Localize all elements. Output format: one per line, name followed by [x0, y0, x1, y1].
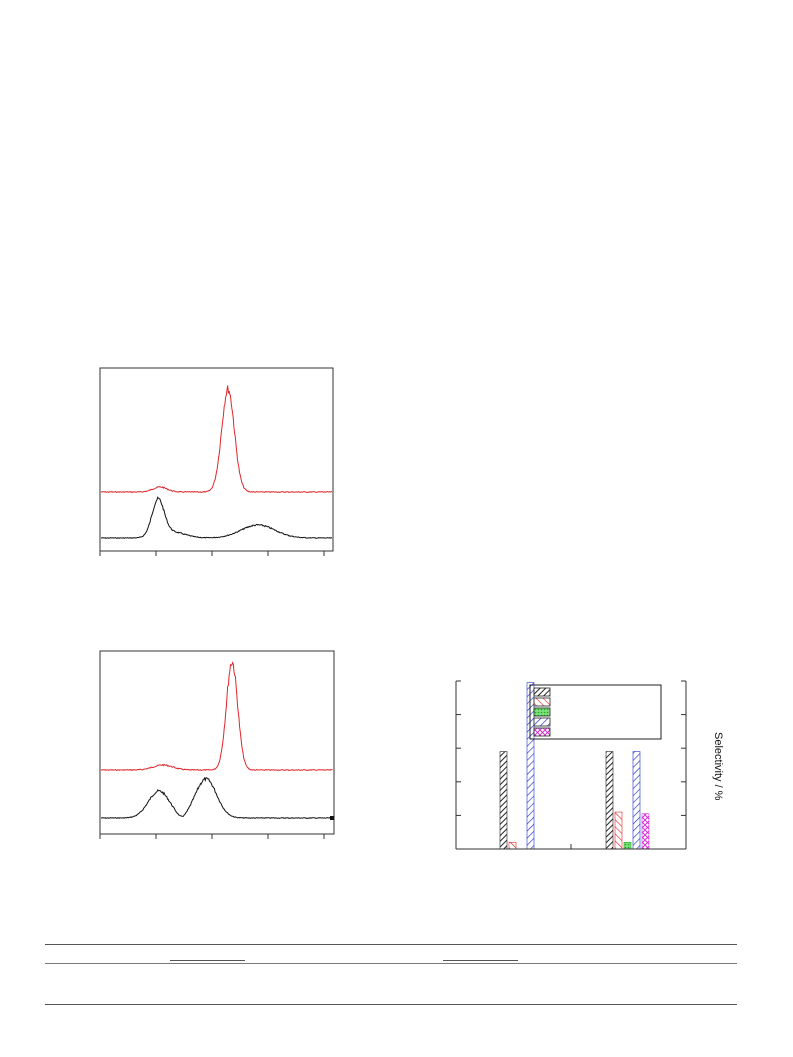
end-marker — [330, 816, 334, 820]
table-subheader-rule-left — [170, 960, 245, 961]
legend-swatch-4 — [533, 717, 551, 727]
x-ticks-top — [99, 551, 325, 556]
bar-s2-c1 — [508, 841, 517, 850]
table-subheader-rule-right — [443, 960, 518, 961]
legend-swatches — [533, 687, 551, 737]
bar-s4-c2 — [632, 751, 641, 850]
bar-s3-c2 — [623, 841, 632, 850]
plot-frame-top — [99, 367, 334, 552]
bar-axes — [455, 681, 687, 850]
series-line-bottom-red — [100, 661, 333, 772]
bar-s1-c1 — [499, 751, 508, 850]
bar-y-ticks — [456, 680, 686, 850]
bar-s2-c2 — [614, 811, 623, 850]
plot-frame-bottom — [99, 650, 335, 835]
table-bottom-rule — [45, 1004, 737, 1005]
bar-group — [499, 682, 650, 850]
legend-swatch-5 — [533, 727, 551, 737]
bar-s1-c2 — [605, 751, 614, 850]
series-line-bottom-black — [101, 776, 333, 819]
bar-y-axis-label: Selectivity / % — [712, 732, 724, 801]
series-line-top-red — [100, 385, 332, 494]
legend-swatch-3 — [533, 707, 551, 717]
legend-swatch-2 — [533, 697, 551, 707]
legend-swatch-1 — [533, 687, 551, 697]
table-top-rule — [45, 944, 737, 945]
table-header-rule — [45, 963, 737, 964]
legend-box — [529, 684, 662, 740]
x-ticks-bottom — [99, 834, 325, 839]
series-line-top-black — [101, 496, 332, 540]
bar-s5-c2 — [641, 813, 650, 850]
